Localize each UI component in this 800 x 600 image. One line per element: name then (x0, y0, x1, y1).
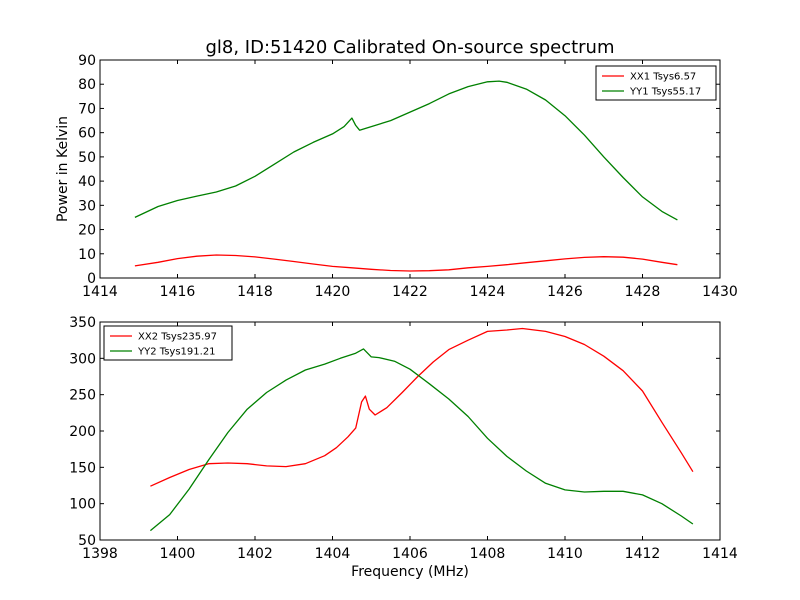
y-tick-label: 80 (78, 77, 96, 93)
x-tick-label: 1414 (702, 546, 738, 562)
y-tick-label: 20 (78, 223, 96, 239)
y-tick-label: 40 (78, 174, 96, 190)
y-tick-label: 70 (78, 101, 96, 117)
y-tick-label: 300 (69, 351, 96, 367)
legend-box (103, 325, 233, 361)
y-tick-label: 0 (87, 271, 96, 287)
x-tick-label: 1412 (625, 546, 661, 562)
x-axis-label: Frequency (MHz) (351, 564, 469, 580)
y-axis-label: Power in Kelvin (55, 116, 71, 222)
x-tick-label: 1426 (547, 284, 583, 300)
x-tick-label: 1402 (237, 546, 273, 562)
x-tick-label: 1398 (82, 546, 118, 562)
y-tick-label: 150 (69, 460, 96, 476)
y-tick-label: 10 (78, 247, 96, 263)
top-spectrum-panel: 1414 1416 1418 1420 1422 1424 1426 1428 1430 0 10 2… (55, 53, 738, 300)
y-tick-label: 50 (78, 533, 96, 549)
x-tick-label: 1400 (160, 546, 196, 562)
y-tick-label: 100 (69, 497, 96, 513)
chart-title: gl8, ID:51420 Calibrated On-source spect… (205, 37, 614, 58)
series-line-xx1 (134, 254, 678, 272)
series-line-yy2 (149, 348, 694, 532)
series-line-yy1 (134, 80, 678, 221)
legend: XX1 Tsys6.57 YY1 Tsys55.17 (595, 65, 717, 101)
x-tick-label: 1410 (547, 546, 583, 562)
x-tick-label: 1416 (160, 284, 196, 300)
y-tick-label: 350 (69, 315, 96, 331)
legend-label: YY2 Tsys191.21 (137, 347, 216, 358)
y-tick-label: 200 (69, 424, 96, 440)
legend-label: YY1 Tsys55.17 (629, 87, 701, 98)
x-tick-label: 1414 (82, 284, 118, 300)
x-tick-label: 1422 (392, 284, 428, 300)
x-tick-label: 1418 (237, 284, 273, 300)
legend: XX2 Tsys235.97 YY2 Tsys191.21 (103, 325, 233, 361)
x-tick-label: 1428 (625, 284, 661, 300)
bottom-spectrum-panel: 1398 1400 1402 1404 1406 1408 1410 1412 1414 50 10… (69, 315, 738, 580)
y-tick-label: 90 (78, 53, 96, 69)
x-tick-label: 1408 (470, 546, 506, 562)
x-tick-label: 1430 (702, 284, 738, 300)
x-tick-label: 1406 (392, 546, 428, 562)
legend-label: XX1 Tsys6.57 (630, 72, 696, 83)
y-tick-label: 30 (78, 198, 96, 214)
y-tick-label: 250 (69, 388, 96, 404)
series-line-xx2 (150, 327, 694, 487)
x-tick-label: 1424 (470, 284, 506, 300)
legend-box (595, 65, 717, 101)
y-tick-label: 50 (78, 150, 96, 166)
x-tick-label: 1420 (315, 284, 351, 300)
legend-label: XX2 Tsys235.97 (138, 332, 217, 343)
x-tick-label: 1404 (315, 546, 351, 562)
y-tick-label: 60 (78, 126, 96, 142)
